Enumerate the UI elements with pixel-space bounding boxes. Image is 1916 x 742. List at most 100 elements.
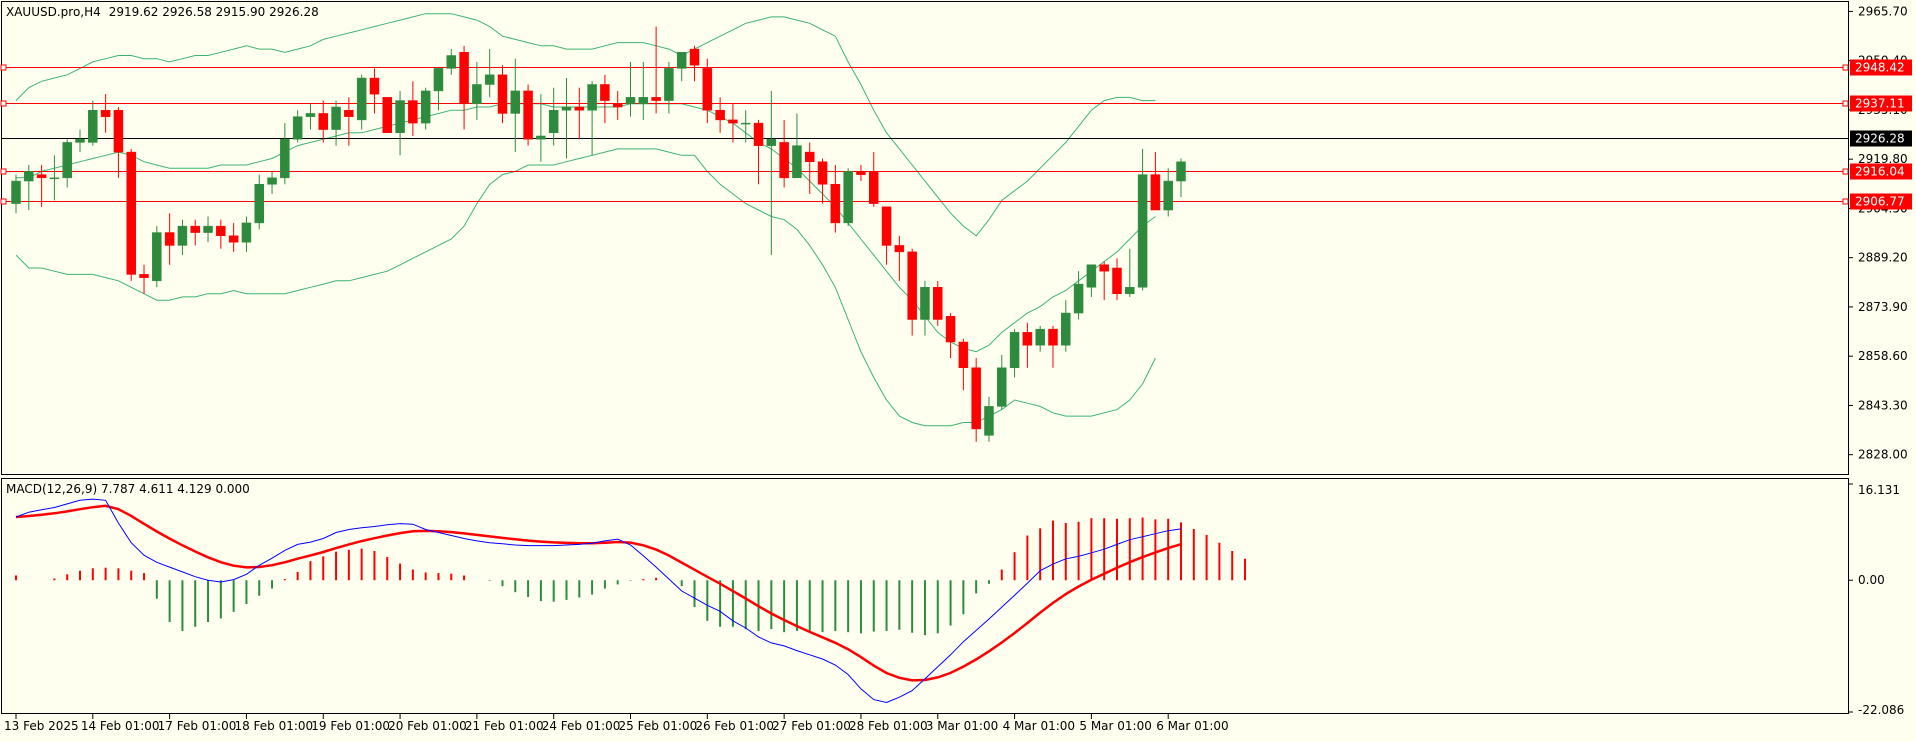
- candle: [792, 113, 802, 179]
- candle-body: [1125, 287, 1135, 294]
- candle: [433, 68, 444, 111]
- candle: [933, 280, 943, 326]
- candle: [1061, 300, 1071, 352]
- candle-body: [164, 232, 175, 246]
- candle: [1086, 264, 1097, 297]
- time-tick-label: 5 Mar 01:00: [1079, 719, 1152, 733]
- level-anchor-right[interactable]: [1842, 100, 1849, 107]
- time-tick-label: 28 Feb 01:00: [849, 719, 928, 733]
- level-anchor-right[interactable]: [1842, 168, 1849, 175]
- level-anchor-left[interactable]: [0, 100, 7, 107]
- candle-body: [933, 287, 943, 320]
- candle: [561, 78, 572, 159]
- price-level-label: 2948.42: [1855, 61, 1905, 75]
- candle-body: [728, 119, 738, 124]
- macd-pane-frame: [1, 478, 1849, 714]
- candle-body: [702, 68, 713, 111]
- candle: [740, 110, 751, 143]
- candle-body: [1137, 174, 1148, 288]
- candle: [356, 74, 367, 130]
- candle: [676, 52, 687, 82]
- candle: [702, 58, 713, 124]
- candle-body: [446, 55, 457, 69]
- candle-body: [36, 174, 47, 179]
- candle: [997, 354, 1007, 410]
- candle-body: [472, 84, 482, 105]
- level-anchor-left[interactable]: [0, 168, 7, 175]
- candle-body: [651, 97, 661, 101]
- candle-body: [638, 97, 649, 105]
- candle-body: [804, 151, 815, 162]
- candle: [216, 219, 226, 249]
- candle-body: [958, 341, 969, 369]
- candle: [318, 100, 329, 143]
- candle: [152, 226, 162, 288]
- candle: [446, 49, 457, 75]
- candle-body: [267, 177, 277, 185]
- time-tick-label: 24 Feb 01:00: [542, 719, 621, 733]
- candle: [331, 100, 341, 146]
- candle-body: [971, 367, 981, 430]
- candle-body: [382, 97, 393, 134]
- macd-header: MACD(12,26,9) 7.787 4.611 4.129 0.000: [6, 482, 250, 496]
- candle-body: [126, 151, 136, 275]
- bollinger-lower-line: [15, 148, 1156, 427]
- time-tick-label: 20 Feb 01:00: [388, 719, 467, 733]
- candle-body: [305, 113, 316, 117]
- candle: [587, 81, 597, 156]
- candle-body: [497, 74, 508, 114]
- candle-body: [254, 184, 264, 224]
- candle: [472, 61, 482, 120]
- time-tick-label: 19 Feb 01:00: [311, 719, 390, 733]
- candle-body: [344, 109, 354, 117]
- macd-tick-label: 16.131: [1858, 483, 1900, 497]
- candle-body: [1086, 264, 1097, 288]
- level-anchor-right[interactable]: [1842, 64, 1849, 71]
- candle: [945, 313, 956, 359]
- price-level-label-box: [1850, 95, 1912, 112]
- time-tick-label: 21 Feb 01:00: [465, 719, 544, 733]
- price-tick-label: 2965.70: [1858, 4, 1908, 18]
- level-anchor-right[interactable]: [1842, 198, 1849, 205]
- candle-body: [433, 68, 444, 92]
- horizontal-price-levels[interactable]: [0, 64, 1849, 205]
- candle-body: [1099, 264, 1109, 272]
- candle: [292, 110, 303, 143]
- candle-body: [280, 138, 290, 179]
- candle: [254, 174, 264, 230]
- candle: [1009, 329, 1020, 378]
- candle: [1099, 261, 1109, 301]
- price-tick-label: 2873.90: [1858, 300, 1908, 314]
- macd-main-line: [15, 498, 1182, 704]
- candle: [395, 90, 405, 156]
- candle-body: [817, 161, 828, 185]
- candle-body: [1112, 267, 1122, 294]
- candle-body: [203, 225, 213, 233]
- candle-body: [548, 109, 559, 134]
- candle-body: [561, 106, 572, 111]
- candle-body: [856, 171, 866, 175]
- candle-body: [49, 177, 60, 180]
- candle: [574, 87, 585, 140]
- level-anchor-left[interactable]: [0, 198, 7, 205]
- candle: [510, 58, 521, 153]
- candle-body: [753, 122, 764, 146]
- candle-body: [894, 245, 905, 253]
- candle: [843, 168, 853, 227]
- candle: [856, 164, 866, 182]
- candle: [62, 139, 72, 188]
- macd-axis: 16.131 0.00 -22.086: [1848, 483, 1904, 717]
- candle: [638, 61, 649, 120]
- candle-body: [523, 90, 533, 140]
- candle: [651, 26, 661, 114]
- candle-body: [1176, 161, 1186, 182]
- candle-body: [510, 90, 521, 114]
- candle: [459, 45, 469, 130]
- candle: [868, 152, 879, 207]
- time-tick-label: 27 Feb 01:00: [772, 719, 851, 733]
- level-anchor-left[interactable]: [0, 64, 7, 71]
- candle-body: [945, 316, 956, 343]
- candle: [728, 103, 738, 143]
